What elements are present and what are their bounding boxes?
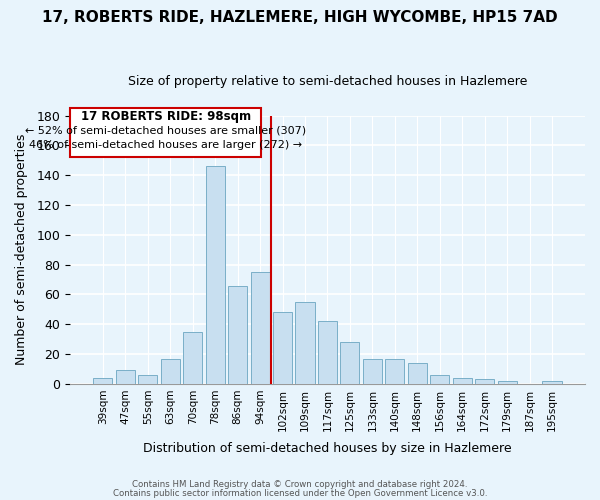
Bar [183,332,202,384]
Bar [497,381,517,384]
Bar [138,375,157,384]
Bar [452,378,472,384]
FancyBboxPatch shape [70,108,261,158]
X-axis label: Distribution of semi-detached houses by size in Hazlemere: Distribution of semi-detached houses by … [143,442,512,455]
Bar [475,380,494,384]
Bar [94,378,112,384]
Bar [542,381,562,384]
Text: Contains public sector information licensed under the Open Government Licence v3: Contains public sector information licen… [113,488,487,498]
Text: 17 ROBERTS RIDE: 98sqm: 17 ROBERTS RIDE: 98sqm [80,110,251,123]
Bar [363,358,382,384]
Bar [116,370,135,384]
Bar [430,375,449,384]
Bar [385,358,404,384]
Y-axis label: Number of semi-detached properties: Number of semi-detached properties [15,134,28,366]
Bar [273,312,292,384]
Title: Size of property relative to semi-detached houses in Hazlemere: Size of property relative to semi-detach… [128,75,527,88]
Text: ← 52% of semi-detached houses are smaller (307): ← 52% of semi-detached houses are smalle… [25,126,306,136]
Bar [228,286,247,384]
Bar [408,363,427,384]
Bar [161,358,180,384]
Bar [318,322,337,384]
Text: Contains HM Land Registry data © Crown copyright and database right 2024.: Contains HM Land Registry data © Crown c… [132,480,468,489]
Text: 17, ROBERTS RIDE, HAZLEMERE, HIGH WYCOMBE, HP15 7AD: 17, ROBERTS RIDE, HAZLEMERE, HIGH WYCOMB… [42,10,558,25]
Bar [295,302,314,384]
Bar [340,342,359,384]
Text: 46% of semi-detached houses are larger (272) →: 46% of semi-detached houses are larger (… [29,140,302,149]
Bar [206,166,225,384]
Bar [251,272,269,384]
